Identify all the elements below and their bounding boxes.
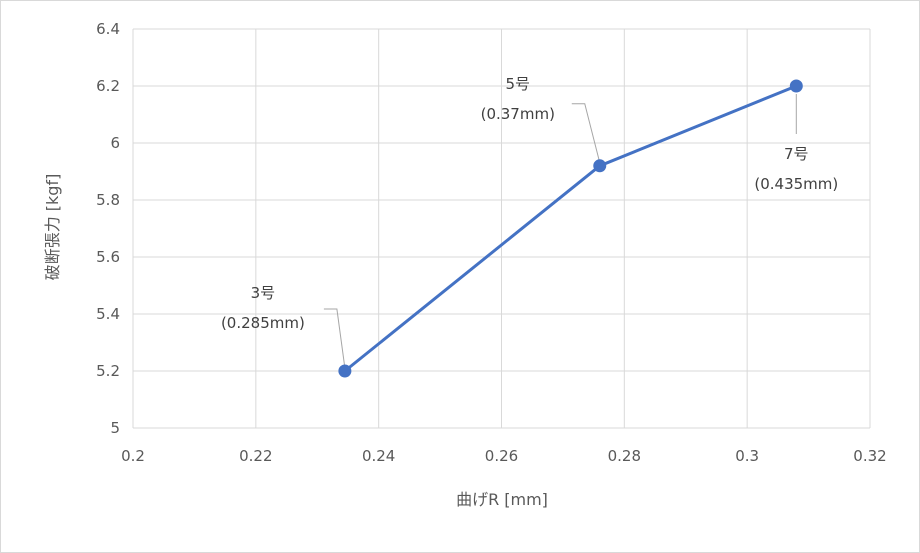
x-tick-label: 0.26 <box>485 447 518 465</box>
label-leader-lines <box>323 94 797 369</box>
label-leader-line <box>323 308 346 369</box>
y-tick-label: 6.4 <box>96 20 120 38</box>
label-leader-line <box>571 103 601 163</box>
y-tick-label: 5 <box>110 419 120 437</box>
data-label-line2: (0.435mm) <box>754 175 838 193</box>
y-tick-labels: 5 5.2 5.4 5.6 5.8 6 6.2 6.4 <box>96 20 120 437</box>
data-point-marker <box>593 159 607 173</box>
data-label-line2: (0.37mm) <box>481 105 555 123</box>
data-label-line2: (0.285mm) <box>221 314 305 332</box>
x-tick-label: 0.2 <box>121 447 145 465</box>
data-markers <box>338 79 803 378</box>
gridlines <box>132 28 871 429</box>
x-tick-labels: 0.2 0.22 0.24 0.26 0.28 0.3 0.32 <box>121 447 887 465</box>
x-tick-label: 0.32 <box>853 447 886 465</box>
y-tick-label: 6.2 <box>96 77 120 95</box>
y-tick-label: 5.2 <box>96 362 120 380</box>
data-label-line1: 7号 <box>784 145 809 163</box>
y-tick-label: 5.6 <box>96 248 120 266</box>
data-labels: 3号 (0.285mm) 5号 (0.37mm) 7号 (0.435mm) <box>221 75 838 332</box>
x-tick-label: 0.3 <box>735 447 759 465</box>
y-axis-title: 破断張力 [kgf] <box>43 174 62 281</box>
series-line <box>343 84 797 373</box>
y-tick-label: 6 <box>110 134 120 152</box>
x-tick-label: 0.24 <box>362 447 395 465</box>
x-tick-label: 0.28 <box>608 447 641 465</box>
x-tick-label: 0.22 <box>239 447 272 465</box>
y-tick-label: 5.4 <box>96 305 120 323</box>
y-tick-label: 5.8 <box>96 191 120 209</box>
data-point-marker <box>338 364 352 378</box>
data-label-line1: 5号 <box>505 75 530 93</box>
data-label-line1: 3号 <box>251 284 276 302</box>
data-point-marker <box>789 79 803 93</box>
x-axis-title: 曲げR [mm] <box>456 490 548 509</box>
